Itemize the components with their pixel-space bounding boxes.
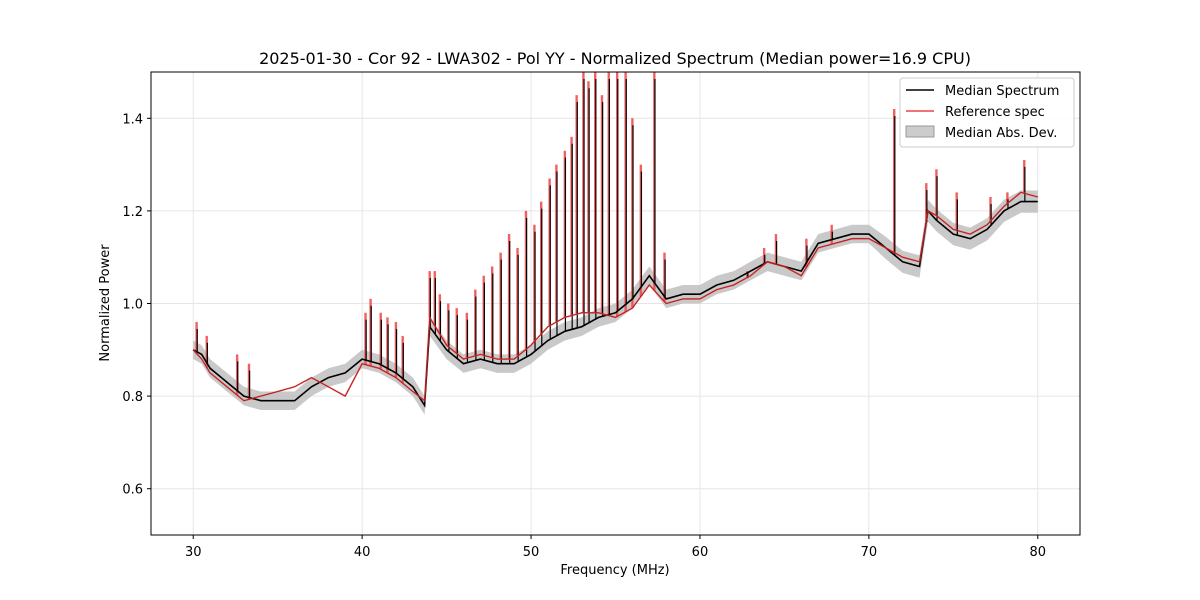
legend-median-label: Median Spectrum [945,84,1059,99]
x-tick-label: 50 [523,545,540,560]
y-tick-label: 0.8 [122,390,143,405]
x-tick-label: 80 [1029,545,1046,560]
overlap-darkred-line [192,191,1038,402]
spike-layer [195,72,1026,400]
y-axis-label: Normalized Power [98,244,113,362]
legend-mad-swatch [905,125,935,138]
mad-band [193,190,1038,415]
y-tick-label: 1.4 [122,112,143,127]
legend-mad-label: Median Abs. Dev. [945,126,1057,141]
y-tick-label: 1.0 [122,298,143,313]
spectrum-lines [192,191,1039,408]
x-tick-label: 70 [861,545,878,560]
x-axis-label: Frequency (MHz) [560,563,669,578]
y-axis: 0.6 0.8 1.0 1.2 1.4 [122,112,151,498]
x-tick-label: 30 [185,545,202,560]
median-abs-dev-band [193,190,1038,415]
x-tick-label: 40 [354,545,371,560]
x-axis: 30 40 50 60 70 80 [185,535,1046,560]
legend-box [899,77,1075,148]
y-tick-label: 0.6 [122,483,143,498]
x-tick-label: 60 [692,545,709,560]
legend: Median Spectrum Reference spec Median Ab… [899,77,1075,148]
y-tick-label: 1.2 [122,205,143,220]
legend-reference-label: Reference spec [945,105,1045,120]
chart-title: 2025-01-30 - Cor 92 - LWA302 - Pol YY - … [259,49,971,68]
